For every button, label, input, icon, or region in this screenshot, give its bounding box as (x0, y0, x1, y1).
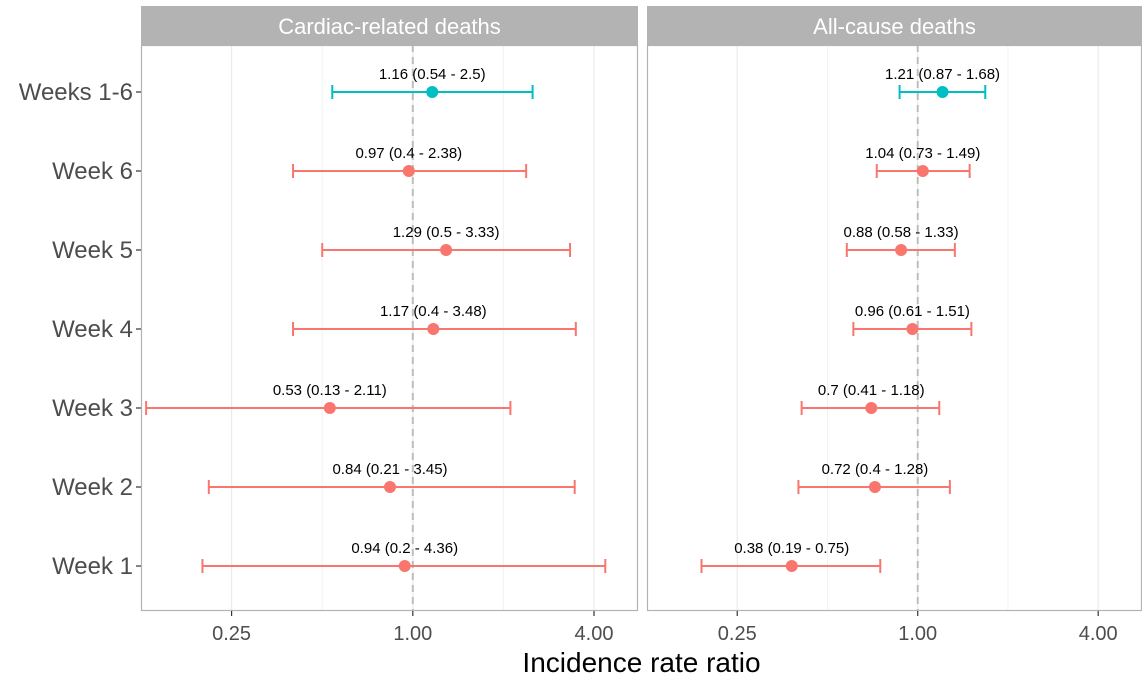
panel-cardiac: Cardiac-related deaths 1.16 (0.54 - 2.5) 0… (140, 6, 639, 645)
point-estimate (402, 165, 415, 177)
estimate-label: 0.94 (0.2 - 4.36) (351, 540, 458, 557)
x-tick-label: 4.00 (1079, 623, 1118, 645)
panel-title: All-cause deaths (813, 14, 976, 39)
point-estimate (895, 244, 908, 256)
point-estimate (427, 323, 440, 335)
point-estimate (785, 560, 798, 572)
estimate-week-4: 0.96 (0.61 - 1.51) (852, 303, 973, 336)
panel-border (140, 44, 639, 612)
estimate-week-2: 0.72 (0.4 - 1.28) (797, 461, 951, 494)
estimate-week-3: 0.53 (0.13 - 2.11) (145, 382, 512, 415)
estimate-week-6: 1.04 (0.73 - 1.49) (865, 145, 980, 178)
x-tick-label: 1.00 (898, 623, 937, 645)
x-tick-label: 1.00 (393, 623, 432, 645)
estimate-weeks-1-6: 1.21 (0.87 - 1.68) (885, 66, 1000, 99)
row-label: Week 3 (52, 395, 133, 422)
x-axis-title: Incidence rate ratio (522, 647, 760, 678)
estimate-week-2: 0.84 (0.21 - 3.45) (207, 461, 576, 494)
estimate-label: 0.7 (0.41 - 1.18) (818, 382, 925, 399)
estimate-week-3: 0.7 (0.41 - 1.18) (800, 382, 941, 415)
estimate-week-4: 1.17 (0.4 - 3.48) (292, 303, 577, 336)
estimate-label: 1.29 (0.5 - 3.33) (393, 224, 500, 241)
estimate-label: 0.84 (0.21 - 3.45) (332, 461, 447, 478)
estimate-week-5: 0.88 (0.58 - 1.33) (844, 224, 959, 257)
panel-strip (141, 6, 638, 45)
point-estimate (865, 402, 878, 414)
estimate-label: 0.38 (0.19 - 0.75) (734, 540, 849, 557)
x-tick-label: 0.25 (212, 623, 251, 645)
row-label: Week 4 (52, 316, 133, 343)
point-estimate (916, 165, 929, 177)
estimate-week-1: 0.38 (0.19 - 0.75) (700, 540, 882, 573)
estimate-week-5: 1.29 (0.5 - 3.33) (321, 224, 572, 257)
point-estimate (323, 402, 336, 414)
estimate-label: 0.88 (0.58 - 1.33) (844, 224, 959, 241)
panel-strip (647, 6, 1142, 45)
estimate-label: 1.04 (0.73 - 1.49) (865, 145, 980, 162)
panel-title: Cardiac-related deaths (278, 14, 501, 39)
row-label: Week 6 (52, 158, 133, 185)
point-estimate (440, 244, 453, 256)
point-estimate (868, 481, 881, 493)
estimate-label: 0.97 (0.4 - 2.38) (355, 145, 462, 162)
row-label: Week 2 (52, 474, 133, 501)
estimate-label: 0.53 (0.13 - 2.11) (273, 382, 387, 399)
point-estimate (426, 86, 439, 98)
estimate-week-6: 0.97 (0.4 - 2.38) (292, 145, 528, 178)
estimate-label: 1.21 (0.87 - 1.68) (885, 66, 1000, 83)
panel-all-cause: All-cause deaths 1.21 (0.87 - 1.68) 1.04 (… (646, 6, 1142, 645)
row-label: Week 1 (52, 553, 133, 580)
point-estimate (398, 560, 411, 572)
x-tick-label: 0.25 (718, 623, 757, 645)
estimate-label: 1.17 (0.4 - 3.48) (380, 303, 487, 320)
estimate-label: 1.16 (0.54 - 2.5) (379, 66, 486, 83)
x-tick-label: 4.00 (575, 623, 614, 645)
row-label: Week 5 (52, 237, 133, 264)
point-estimate (936, 86, 949, 98)
point-estimate (906, 323, 919, 335)
estimate-week-1: 0.94 (0.2 - 4.36) (201, 540, 607, 573)
point-estimate (384, 481, 397, 493)
estimate-weeks-1-6: 1.16 (0.54 - 2.5) (331, 66, 534, 99)
estimate-label: 0.72 (0.4 - 1.28) (822, 461, 929, 478)
row-label: Weeks 1-6 (19, 79, 133, 106)
estimate-label: 0.96 (0.61 - 1.51) (855, 303, 970, 320)
